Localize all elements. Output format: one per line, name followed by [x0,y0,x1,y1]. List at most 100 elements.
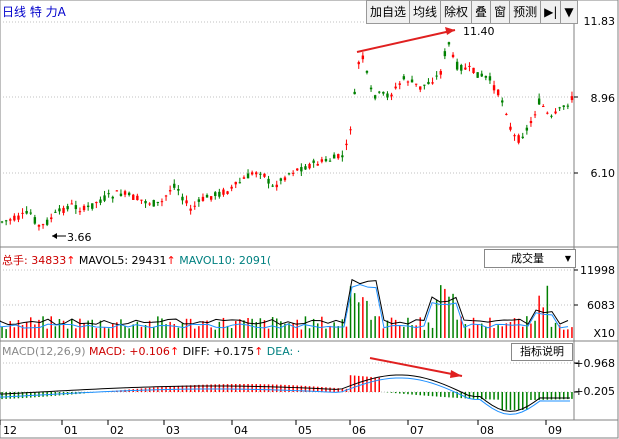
candle-body [238,182,242,184]
arrow-right-bar-icon[interactable]: ▶| [541,1,562,23]
candle-body [537,98,541,105]
candle-body [0,221,4,223]
forecast-button[interactable]: 预测 [510,1,542,23]
add-watchlist-button[interactable]: 加自选 [367,1,411,23]
candle-body [242,177,246,179]
candle-body [181,196,184,201]
candle-body [9,219,12,221]
candle-body [218,191,221,197]
indicator-help-button[interactable]: 指标说明 [511,343,573,361]
x-axis-label: 04 [234,424,248,437]
low-marker-arrow [52,233,57,239]
mavol5-line [0,278,569,326]
toolbar: 加自选 均线 除权 叠 窗 预测 ▶| ▼ [366,0,578,24]
x-axis-label: 08 [480,424,494,437]
candle-body [259,173,262,175]
x-axis-label: 03 [166,424,180,437]
indicator-dropdown[interactable]: 成交量 ▼ [484,249,576,268]
candle-body [111,196,114,199]
candle-body [66,206,69,210]
x-axis-label: 07 [410,424,424,437]
overlay-button[interactable]: 叠 [472,1,492,23]
candle-body [127,192,131,196]
candle-body [398,83,401,85]
candle-body [33,217,37,224]
triangle-down-icon[interactable]: ▼ [564,5,574,19]
candle-body [378,91,381,93]
candle-body [484,75,488,78]
candle-body [476,72,479,78]
candle-body [250,172,254,175]
volume-axis-unit: X10 [593,327,615,340]
candle-body [525,127,529,131]
price-axis-label-mid: 8.96 [590,92,616,105]
ex-rights-button[interactable]: 除权 [441,1,473,23]
up-arrow-icon: ↑ [166,254,176,267]
candle-body [501,100,504,103]
candle-body [443,51,447,57]
candle-body [115,190,119,192]
candle-body [570,96,574,101]
candle-body [558,107,561,109]
candle-body [509,126,512,130]
candle-body [271,185,274,187]
candle-body [222,189,225,195]
candle-body [17,215,20,220]
candle-body [410,79,414,83]
candle-body [517,135,520,143]
candle-body [152,200,155,207]
candle-body [423,84,426,86]
candle-body [435,75,438,77]
total-volume-text: 总手: 34833 [2,254,67,267]
candle-body [361,55,365,60]
candle-body [267,178,270,184]
candle-body [406,81,410,83]
up-arrow-icon: ↑ [66,254,76,267]
candle-body [173,183,176,188]
candle-body [25,210,28,214]
candle-body [234,181,237,185]
candle-body [41,224,45,226]
moving-average-button[interactable]: 均线 [410,1,442,23]
candle-body [140,199,143,201]
candle-body [4,220,8,222]
candle-body [136,195,139,201]
candle-body [246,173,250,179]
volume-axis-label-mid: 6083 [587,299,615,312]
candle-body [496,89,500,96]
candle-body [91,203,94,209]
macd-axis-label-top: +0.968 [574,357,615,370]
candle-body [296,168,299,171]
candle-body [37,224,41,227]
candle-body [193,205,196,207]
candle-body [562,105,565,107]
candle-body [460,65,463,71]
candle-body [513,135,516,137]
indicator-dropdown-label: 成交量 [511,252,544,265]
x-axis-label: 02 [110,424,124,437]
up-arrow-icon: ↑ [169,345,180,358]
candle-body [480,73,483,77]
candle-body [357,62,360,65]
dea-line [0,377,571,415]
candle-body [386,93,389,98]
candle-body [304,166,307,170]
candle-body [197,199,201,202]
candle-body [468,65,471,67]
candle-body [332,154,336,159]
candle-body [365,70,369,73]
candle-body [201,196,205,201]
candle-body [58,208,61,212]
candle-body [123,191,127,195]
candle-body [414,83,418,85]
candle-body [521,136,524,138]
price-axis-label-low: 6.10 [590,167,616,180]
x-axis-label: 06 [352,424,366,437]
window-button[interactable]: 窗 [491,1,511,23]
candle-body [546,112,549,114]
candle-body [82,205,86,211]
candle-body [529,120,533,124]
candle-body [78,211,82,213]
